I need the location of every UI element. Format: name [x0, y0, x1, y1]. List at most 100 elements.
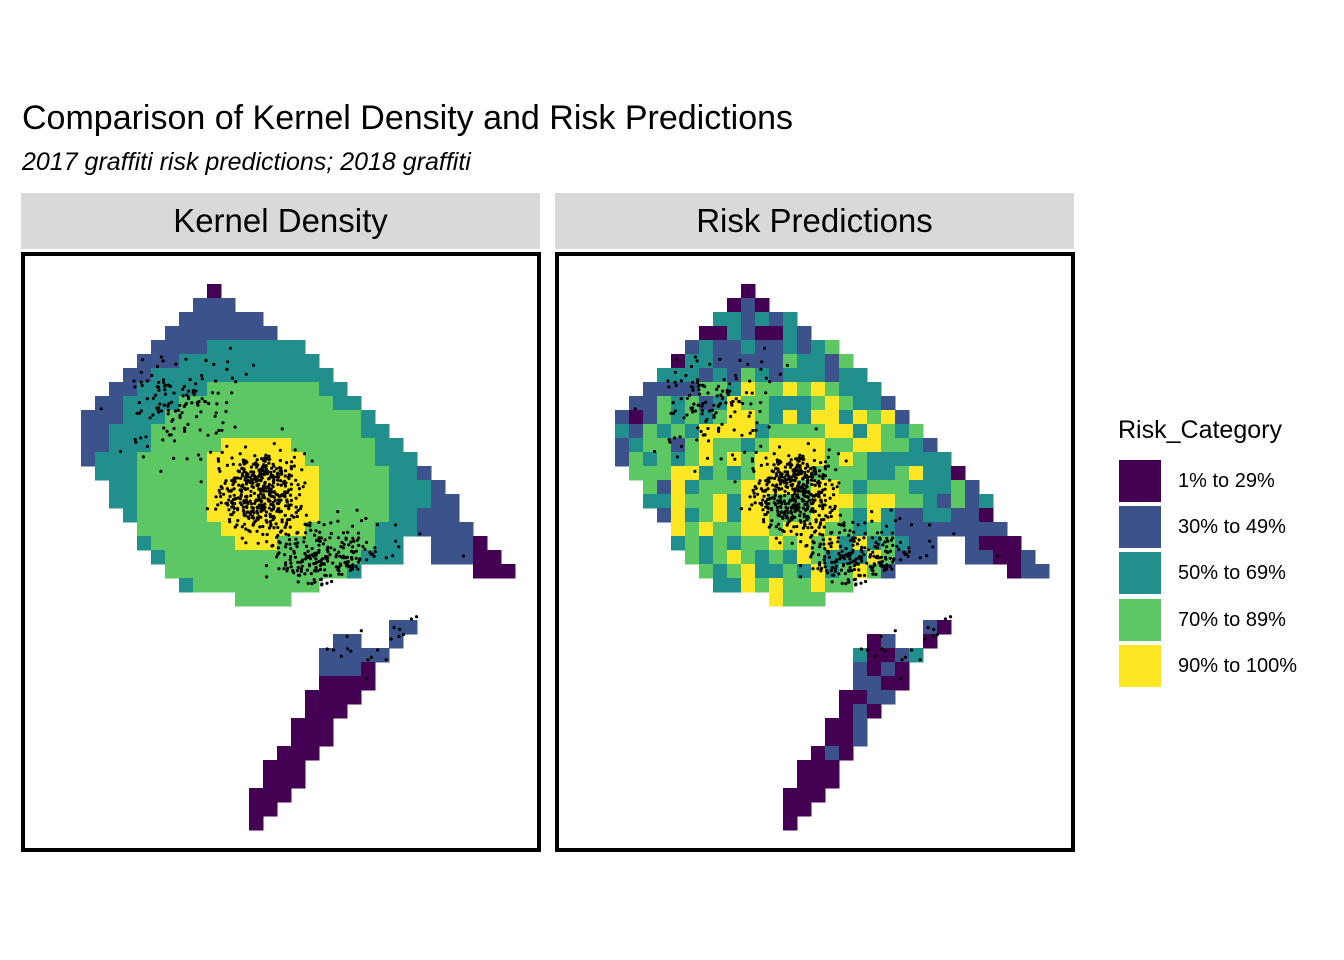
graffiti-point: [264, 564, 269, 568]
risk-predictions-map: [615, 284, 1050, 831]
graffiti-point: [667, 385, 671, 389]
graffiti-point: [801, 506, 805, 510]
graffiti-point: [170, 400, 174, 404]
grid-cell: [305, 746, 320, 761]
graffiti-point: [280, 472, 284, 476]
graffiti-point: [943, 617, 947, 621]
graffiti-point: [239, 488, 244, 492]
grid-cell: [839, 466, 854, 481]
grid-cell: [797, 424, 812, 439]
graffiti-point: [818, 532, 822, 536]
graffiti-point: [265, 485, 269, 490]
graffiti-point: [280, 520, 284, 524]
graffiti-point: [795, 468, 799, 472]
graffiti-point: [249, 489, 253, 493]
graffiti-point: [755, 421, 759, 425]
graffiti-point: [240, 536, 244, 540]
grid-cell: [431, 536, 446, 551]
graffiti-point: [336, 510, 340, 514]
grid-cell: [1021, 564, 1036, 579]
graffiti-point: [184, 357, 188, 361]
grid-cell: [249, 424, 264, 439]
grid-cell: [685, 480, 700, 495]
graffiti-point: [797, 482, 801, 486]
graffiti-point: [828, 505, 832, 509]
grid-cell: [291, 410, 306, 425]
graffiti-point: [170, 419, 174, 423]
graffiti-point: [251, 508, 255, 512]
graffiti-point: [783, 489, 787, 493]
grid-cell: [137, 508, 152, 523]
graffiti-point: [898, 516, 902, 521]
graffiti-point: [734, 397, 738, 401]
grid-cell: [165, 326, 180, 341]
graffiti-point: [352, 539, 356, 543]
graffiti-point: [828, 478, 832, 482]
graffiti-point: [852, 564, 856, 568]
grid-cell: [235, 564, 250, 579]
graffiti-point: [244, 471, 248, 475]
graffiti-point: [266, 469, 270, 473]
grid-cell: [165, 522, 180, 537]
grid-cell: [389, 522, 404, 537]
graffiti-point: [725, 391, 729, 395]
grid-cell: [347, 648, 362, 663]
graffiti-point: [801, 476, 805, 480]
grid-cell: [783, 816, 798, 831]
graffiti-point: [774, 466, 778, 470]
graffiti-point: [239, 493, 243, 497]
grid-cell: [769, 578, 784, 593]
graffiti-point: [791, 514, 795, 519]
graffiti-point: [799, 575, 803, 579]
graffiti-point: [878, 560, 882, 564]
grid-cell: [305, 480, 320, 495]
grid-cell: [923, 438, 938, 453]
kernel-density-map: [81, 284, 516, 831]
graffiti-point: [719, 457, 723, 461]
graffiti-point: [685, 396, 689, 400]
graffiti-point: [414, 615, 419, 619]
grid-cell: [923, 452, 938, 467]
grid-cell: [797, 536, 812, 551]
grid-cell: [811, 774, 826, 789]
graffiti-point: [364, 516, 368, 521]
graffiti-point: [689, 385, 693, 389]
graffiti-point: [226, 360, 230, 364]
grid-cell: [783, 802, 798, 817]
graffiti-point: [801, 488, 806, 492]
graffiti-point: [276, 478, 280, 482]
graffiti-point: [354, 556, 358, 560]
graffiti-point: [167, 402, 171, 406]
graffiti-point: [282, 481, 287, 485]
legend-swatch: [1118, 505, 1162, 549]
legend-swatch: [1118, 551, 1162, 595]
graffiti-point: [870, 536, 874, 540]
graffiti-point: [241, 483, 245, 487]
grid-cell: [755, 410, 770, 425]
grid-cell: [123, 480, 138, 495]
graffiti-point: [881, 543, 885, 547]
graffiti-point: [166, 404, 170, 408]
graffiti-point: [848, 529, 852, 533]
graffiti-point: [274, 522, 278, 526]
graffiti-point: [244, 541, 248, 545]
graffiti-point: [718, 401, 722, 406]
graffiti-point: [313, 569, 317, 573]
grid-cell: [361, 494, 376, 509]
graffiti-point: [227, 498, 231, 502]
graffiti-point: [214, 411, 218, 415]
graffiti-point: [806, 490, 810, 494]
graffiti-point: [284, 545, 288, 549]
graffiti-point: [870, 510, 874, 514]
graffiti-point: [830, 580, 834, 584]
grid-cell: [291, 522, 306, 537]
graffiti-point: [862, 536, 866, 540]
graffiti-point: [285, 498, 289, 502]
grid-cell: [291, 438, 306, 453]
graffiti-point: [303, 481, 307, 485]
grid-cell: [839, 494, 854, 509]
graffiti-point: [774, 503, 778, 507]
grid-cell: [727, 536, 742, 551]
graffiti-point: [803, 470, 807, 475]
grid-cell: [193, 466, 208, 481]
